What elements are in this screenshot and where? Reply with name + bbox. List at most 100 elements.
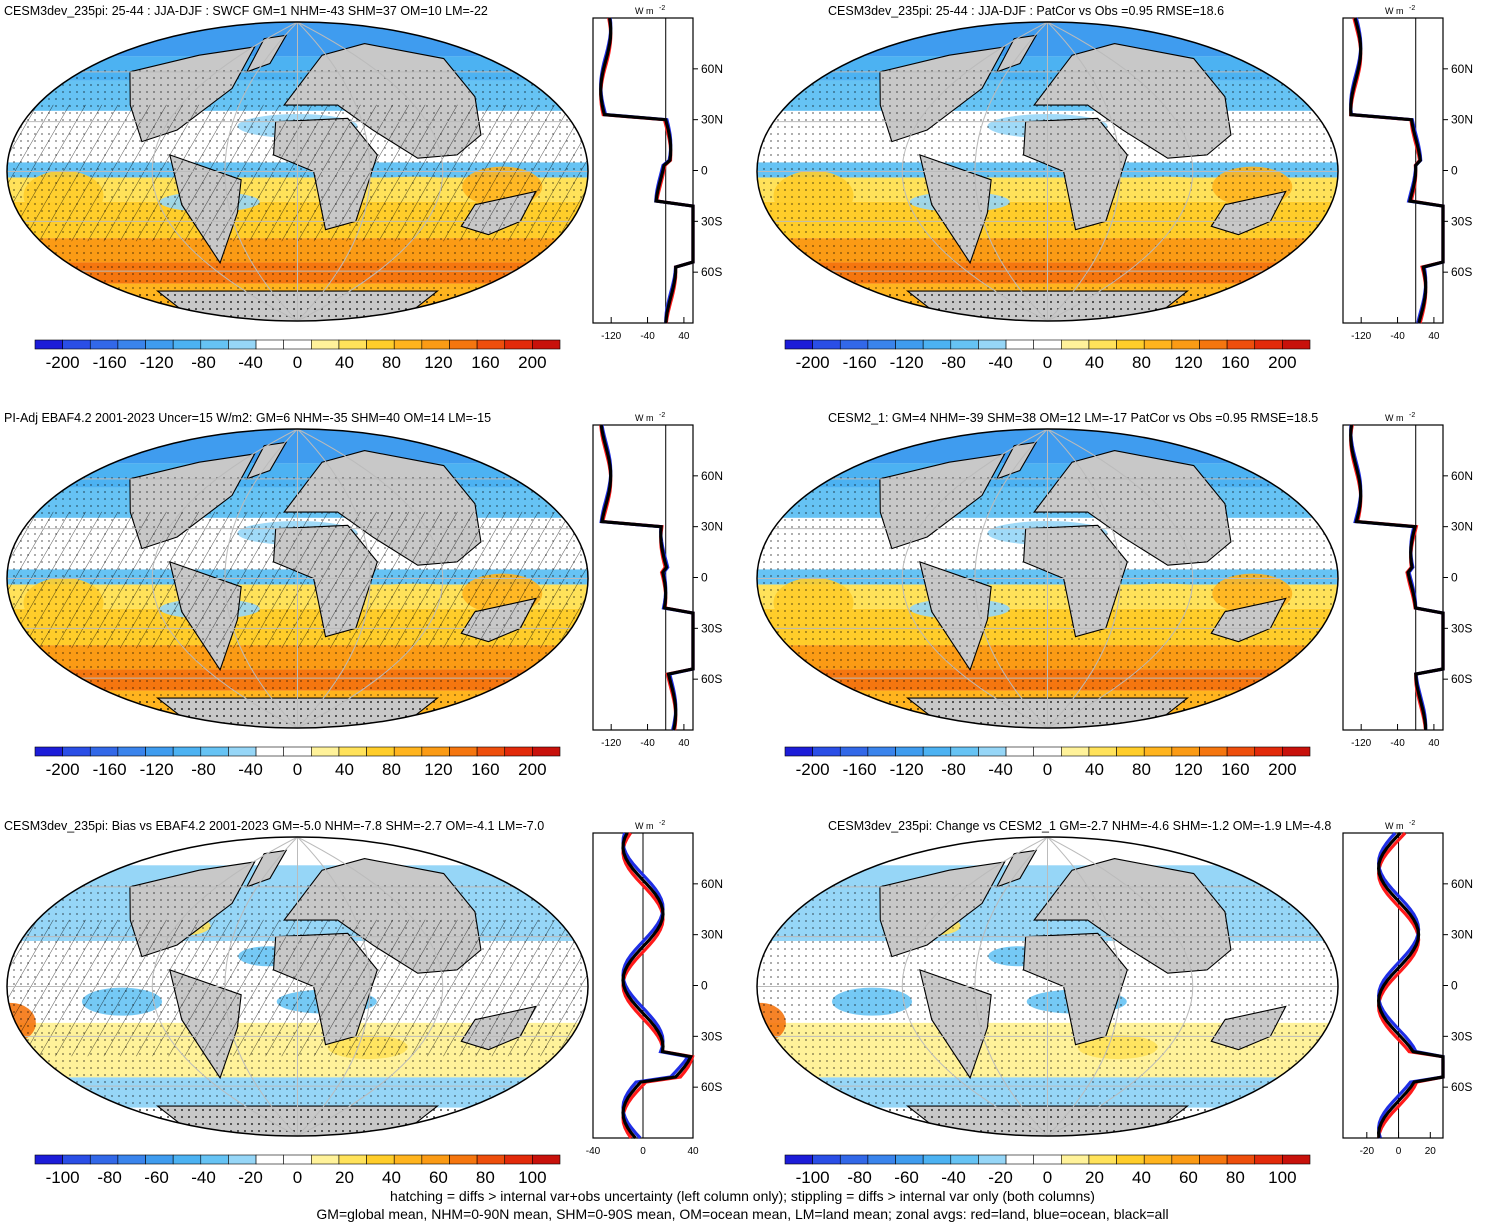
colorbar-swatch — [812, 1154, 841, 1165]
colorbar-swatch — [117, 746, 146, 757]
colorbar-swatch — [922, 1154, 952, 1165]
graticule-lon — [1047, 22, 1121, 321]
colorbar-swatch — [1171, 746, 1200, 757]
zonal-lat-label: 60N — [1451, 62, 1473, 76]
colorbar-swatch — [366, 339, 395, 350]
zonal-unit-label: W m — [1385, 413, 1404, 423]
colorbar-swatch — [1143, 746, 1173, 757]
colorbar-tick-label: -120 — [140, 353, 174, 372]
colorbar-swatch — [393, 339, 423, 350]
colorbar-tick-label: 60 — [429, 1168, 448, 1187]
zonal-unit-label: W m — [1385, 6, 1404, 16]
colorbar-tick-label: 80 — [1132, 353, 1151, 372]
colorbar-swatch — [117, 339, 146, 350]
colorbar-tick-label: 20 — [335, 1168, 354, 1187]
colorbar-swatch — [421, 339, 450, 350]
panel-figure-svg: -100 -80 -60 -40 -20 0 20 40 60 80 10060N30N030S60… — [756, 820, 1473, 1187]
zonal-x-label: 40 — [678, 331, 690, 342]
zonal-lat-label: 0 — [1451, 571, 1458, 585]
colorbar-swatch — [922, 746, 952, 757]
colorbar-swatch — [172, 746, 202, 757]
colorbar-tick-label: 80 — [382, 353, 401, 372]
graticule-lon — [151, 22, 298, 321]
zonal-axes — [592, 17, 694, 324]
world-map — [6, 21, 589, 322]
zonal-lat-label: 30S — [1451, 1029, 1472, 1043]
zonal-axes — [1342, 424, 1444, 731]
colorbar-tick-label: 60 — [1179, 1168, 1198, 1187]
colorbar-swatch — [449, 746, 478, 757]
colorbar-swatch — [784, 746, 813, 757]
colorbar-tick-label: -80 — [191, 353, 216, 372]
colorbar-tick-label: 0 — [1043, 353, 1052, 372]
colorbar-tick-label: 40 — [382, 1168, 401, 1187]
graticule-lon — [297, 837, 444, 1136]
graticule-lon — [974, 837, 1048, 1136]
colorbar-tick-label: 20 — [1085, 1168, 1104, 1187]
zonal-unit-sup: -2 — [659, 5, 665, 12]
zonal-lat-label: 30S — [701, 621, 722, 635]
colorbar-tick-label: -80 — [97, 1168, 122, 1187]
colorbar-swatch — [1005, 1154, 1034, 1165]
zonal-lat-label: 30S — [701, 214, 722, 228]
colorbar-swatch — [228, 746, 257, 757]
colorbar-tick-label: 40 — [1132, 1168, 1151, 1187]
colorbar-tick-label: 0 — [293, 760, 302, 779]
graticule-lon — [901, 429, 1048, 728]
colorbar-swatch — [895, 746, 924, 757]
colorbar-swatch — [393, 746, 423, 757]
colorbar-swatch — [200, 1154, 229, 1165]
zonal-x-label: 40 — [678, 738, 690, 749]
zonal-unit-sup: -2 — [659, 820, 665, 827]
colorbar-swatch — [1061, 339, 1090, 350]
zonal-x-label: -40 — [1390, 738, 1405, 749]
zonal-x-label: 0 — [1396, 1146, 1402, 1157]
colorbar-swatch — [1199, 746, 1228, 757]
world-map — [756, 836, 1339, 1137]
colorbar-swatch — [145, 746, 174, 757]
colorbar-tick-label: 40 — [335, 760, 354, 779]
colorbar-swatch — [812, 746, 841, 757]
colorbar-tick-label: 0 — [1043, 1168, 1052, 1187]
map-land — [995, 34, 1038, 73]
map-border — [6, 428, 589, 729]
colorbar-tick-label: -120 — [140, 760, 174, 779]
colorbar-swatch — [338, 339, 367, 350]
colorbar-swatch — [1088, 339, 1117, 350]
colorbar-swatch — [476, 1154, 506, 1165]
colorbar-tick-label: 200 — [518, 760, 546, 779]
zonal-series-land — [1376, 831, 1445, 1139]
colorbar-swatch — [1116, 746, 1145, 757]
colorbar-tick-label: -40 — [988, 760, 1013, 779]
colorbar-swatch — [532, 746, 561, 757]
zonal-unit-sup: -2 — [1409, 820, 1415, 827]
zonal-series-ocean — [621, 832, 691, 1140]
map-land — [245, 34, 288, 73]
zonal-unit-sup: -2 — [1409, 412, 1415, 419]
colorbar-tick-label: -80 — [941, 760, 966, 779]
zonal-lat-label: 30N — [701, 113, 723, 127]
zonal-unit-label: W m — [1385, 821, 1404, 831]
zonal-unit-label: W m — [635, 413, 654, 423]
colorbar-tick-label: 40 — [1085, 760, 1104, 779]
map-border — [756, 836, 1339, 1137]
colorbar-swatch — [1088, 1154, 1117, 1165]
zonal-lat-label: 60N — [701, 62, 723, 76]
colorbar-swatch — [228, 339, 257, 350]
colorbar-tick-label: -160 — [843, 353, 877, 372]
zonal-lat-label: 30N — [701, 520, 723, 534]
zonal-lat-label: 30S — [701, 1029, 722, 1043]
colorbar-swatch — [1226, 746, 1256, 757]
colorbar-tick-label: 0 — [293, 353, 302, 372]
figure-panel: PI-Adj EBAF4.2 2001-2023 Uncer=15 W/m2: … — [0, 407, 735, 802]
colorbar-swatch — [1005, 746, 1034, 757]
zonal-x-label: 40 — [687, 1146, 699, 1157]
colorbar-swatch — [895, 1154, 924, 1165]
colorbar-swatch — [34, 1154, 63, 1165]
panel-title: CESM3dev_235pi: 25-44 : JJA-DJF : SWCF G… — [4, 4, 488, 18]
colorbar-swatch — [1143, 1154, 1173, 1165]
zonal-lat-label: 30N — [1451, 928, 1473, 942]
colorbar-swatch — [1282, 1154, 1311, 1165]
panel-title: CESM3dev_235pi: 25-44 : JJA-DJF : PatCor… — [828, 4, 1225, 18]
map-land — [245, 441, 288, 480]
